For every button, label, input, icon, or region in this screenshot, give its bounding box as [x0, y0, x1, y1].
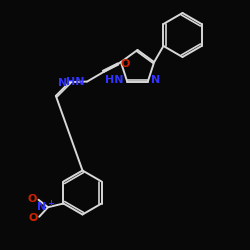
Text: O: O — [120, 59, 130, 69]
Text: HN: HN — [66, 77, 84, 87]
Text: O: O — [28, 213, 38, 223]
Text: N: N — [58, 78, 68, 88]
Text: O: O — [27, 194, 37, 204]
Text: -: - — [30, 215, 34, 225]
Text: +: + — [47, 199, 54, 208]
Text: HN: HN — [106, 76, 124, 86]
Text: N: N — [151, 76, 160, 86]
Text: N: N — [38, 202, 47, 211]
